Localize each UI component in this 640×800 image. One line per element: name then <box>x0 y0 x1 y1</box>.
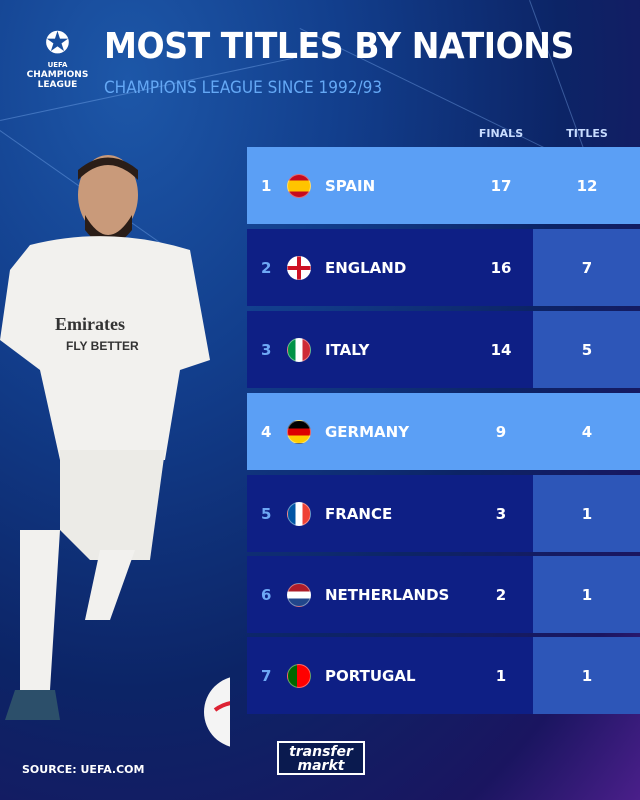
finals-value: 17 <box>490 177 512 195</box>
finals-value: 16 <box>490 259 512 277</box>
svg-text:Emirates: Emirates <box>55 314 125 334</box>
rank: 6 <box>261 586 272 604</box>
titles-value: 5 <box>581 341 593 359</box>
logo-text: CHAMPIONS LEAGUE <box>26 70 89 90</box>
france-flag-icon <box>287 502 311 526</box>
source-note: SOURCE: UEFA.COM <box>22 763 145 776</box>
table-row: 7 PORTUGAL 1 1 <box>247 637 640 714</box>
netherlands-flag-icon <box>287 583 311 607</box>
titles-cell <box>533 311 640 388</box>
finals-column-header: FINALS <box>478 127 524 140</box>
titles-value: 1 <box>581 586 593 604</box>
brand-line-2: markt <box>297 758 345 774</box>
table-row: 3 ITALY 14 5 <box>247 311 640 388</box>
country-name: FRANCE <box>325 505 393 523</box>
titles-cell <box>533 229 640 306</box>
england-flag-icon <box>287 256 311 280</box>
rank: 7 <box>261 667 272 685</box>
titles-cell <box>533 556 640 633</box>
table-row: 2 ENGLAND 16 7 <box>247 229 640 306</box>
rank: 2 <box>261 259 272 277</box>
country-name: PORTUGAL <box>325 667 416 685</box>
brand-line-1: transfer <box>289 744 353 760</box>
table-row: 1 SPAIN 17 12 <box>247 147 640 224</box>
rank: 3 <box>261 341 272 359</box>
page-title: MOST TITLES BY NATIONS <box>104 26 574 67</box>
titles-value: 7 <box>581 259 593 277</box>
rank: 4 <box>261 423 272 441</box>
titles-cell <box>533 475 640 552</box>
country-name: ITALY <box>325 341 370 359</box>
portugal-flag-icon <box>287 664 311 688</box>
titles-value: 12 <box>576 177 598 195</box>
finals-value: 2 <box>495 586 507 604</box>
germany-flag-icon <box>287 420 311 444</box>
country-name: SPAIN <box>325 177 376 195</box>
finals-value: 3 <box>495 505 507 523</box>
player-photo: Emirates FLY BETTER <box>0 155 230 747</box>
logo-uefa-text: UEFA <box>47 61 68 69</box>
spain-flag-icon <box>287 174 311 198</box>
page-subtitle: CHAMPIONS LEAGUE SINCE 1992/93 <box>104 78 383 98</box>
titles-cell <box>533 637 640 714</box>
country-name: NETHERLANDS <box>325 586 450 604</box>
country-name: ENGLAND <box>325 259 407 277</box>
starball-icon: ✪ <box>44 26 71 61</box>
titles-value: 1 <box>581 667 593 685</box>
champions-league-logo: ✪ UEFA CHAMPIONS LEAGUE <box>20 26 95 91</box>
rank: 1 <box>261 177 272 195</box>
table-row: 5 FRANCE 3 1 <box>247 475 640 552</box>
svg-text:FLY BETTER: FLY BETTER <box>66 339 139 353</box>
titles-column-header: TITLES <box>566 127 608 140</box>
football <box>204 677 230 747</box>
finals-value: 1 <box>495 667 507 685</box>
italy-flag-icon <box>287 338 311 362</box>
titles-value: 4 <box>581 423 593 441</box>
rank: 5 <box>261 505 272 523</box>
finals-value: 9 <box>495 423 507 441</box>
finals-value: 14 <box>490 341 512 359</box>
transfermarkt-logo: transfer markt <box>277 741 365 775</box>
titles-value: 1 <box>581 505 593 523</box>
country-name: GERMANY <box>325 423 410 441</box>
table-row: 6 NETHERLANDS 2 1 <box>247 556 640 633</box>
table-row: 4 GERMANY 9 4 <box>247 393 640 470</box>
